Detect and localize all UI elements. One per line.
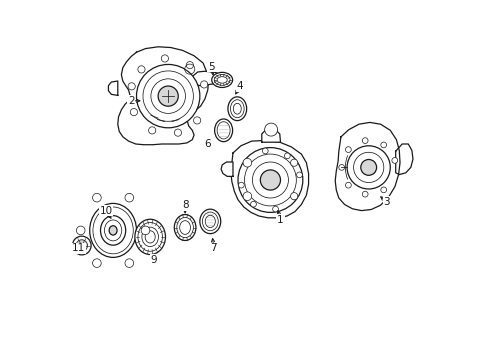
Circle shape — [252, 162, 288, 198]
Circle shape — [142, 71, 193, 121]
Ellipse shape — [177, 217, 193, 238]
Circle shape — [380, 142, 386, 148]
Circle shape — [291, 194, 297, 200]
Circle shape — [128, 83, 135, 90]
Circle shape — [200, 81, 207, 88]
Ellipse shape — [89, 203, 136, 257]
Ellipse shape — [202, 212, 218, 231]
Ellipse shape — [205, 215, 215, 228]
Text: 5: 5 — [207, 62, 214, 72]
Text: 6: 6 — [204, 139, 211, 149]
Circle shape — [284, 153, 290, 159]
Circle shape — [76, 240, 87, 251]
Ellipse shape — [101, 216, 125, 245]
Ellipse shape — [200, 209, 220, 234]
Ellipse shape — [174, 215, 196, 240]
Text: 3: 3 — [383, 197, 389, 207]
Circle shape — [260, 170, 280, 190]
Circle shape — [346, 146, 389, 189]
Circle shape — [345, 147, 350, 153]
Polygon shape — [335, 122, 399, 211]
Circle shape — [290, 159, 297, 166]
Ellipse shape — [104, 220, 122, 241]
Circle shape — [250, 201, 256, 207]
Circle shape — [296, 172, 302, 178]
Ellipse shape — [145, 231, 155, 243]
Text: 11: 11 — [72, 243, 85, 253]
Text: 7: 7 — [210, 243, 217, 253]
Ellipse shape — [214, 119, 232, 141]
Circle shape — [243, 192, 251, 201]
Circle shape — [138, 66, 145, 73]
Circle shape — [243, 160, 248, 166]
Ellipse shape — [214, 75, 230, 85]
Circle shape — [362, 138, 367, 144]
Text: 1: 1 — [277, 215, 283, 225]
Circle shape — [174, 129, 181, 136]
Polygon shape — [221, 162, 232, 176]
Circle shape — [338, 165, 344, 170]
Text: 2: 2 — [127, 96, 134, 106]
Circle shape — [141, 226, 149, 235]
Ellipse shape — [142, 227, 158, 247]
Circle shape — [244, 154, 296, 206]
Circle shape — [158, 86, 178, 106]
Ellipse shape — [135, 219, 165, 255]
Circle shape — [345, 182, 350, 188]
Ellipse shape — [93, 207, 133, 254]
Polygon shape — [108, 81, 118, 95]
Circle shape — [92, 193, 101, 202]
Circle shape — [151, 79, 185, 113]
Ellipse shape — [230, 100, 244, 118]
Text: 10: 10 — [99, 206, 112, 216]
Circle shape — [136, 64, 200, 128]
Ellipse shape — [227, 97, 246, 121]
Circle shape — [72, 236, 91, 255]
Circle shape — [290, 193, 297, 200]
Circle shape — [92, 259, 101, 267]
Circle shape — [360, 159, 376, 175]
Text: 4: 4 — [236, 81, 243, 91]
Ellipse shape — [109, 226, 117, 235]
Ellipse shape — [179, 221, 190, 234]
Circle shape — [264, 123, 277, 136]
Circle shape — [125, 259, 133, 267]
Circle shape — [186, 62, 193, 69]
Ellipse shape — [217, 77, 227, 83]
Ellipse shape — [233, 103, 241, 114]
Text: 9: 9 — [150, 255, 157, 265]
Text: 8: 8 — [182, 200, 188, 210]
Circle shape — [125, 193, 133, 202]
Ellipse shape — [138, 222, 162, 251]
Polygon shape — [395, 144, 412, 175]
Circle shape — [362, 191, 367, 197]
Circle shape — [380, 187, 386, 193]
Polygon shape — [230, 140, 308, 218]
Circle shape — [353, 152, 383, 183]
Circle shape — [262, 148, 267, 154]
Circle shape — [148, 127, 156, 134]
Circle shape — [76, 226, 85, 235]
Circle shape — [161, 55, 168, 62]
Circle shape — [130, 108, 137, 116]
Circle shape — [272, 206, 278, 212]
Polygon shape — [118, 47, 208, 145]
Circle shape — [243, 158, 251, 167]
Ellipse shape — [211, 72, 232, 87]
Polygon shape — [261, 130, 280, 142]
Circle shape — [193, 117, 201, 124]
Circle shape — [238, 182, 244, 188]
Ellipse shape — [217, 122, 230, 139]
Circle shape — [391, 158, 397, 163]
Polygon shape — [191, 71, 221, 86]
Circle shape — [238, 148, 302, 212]
